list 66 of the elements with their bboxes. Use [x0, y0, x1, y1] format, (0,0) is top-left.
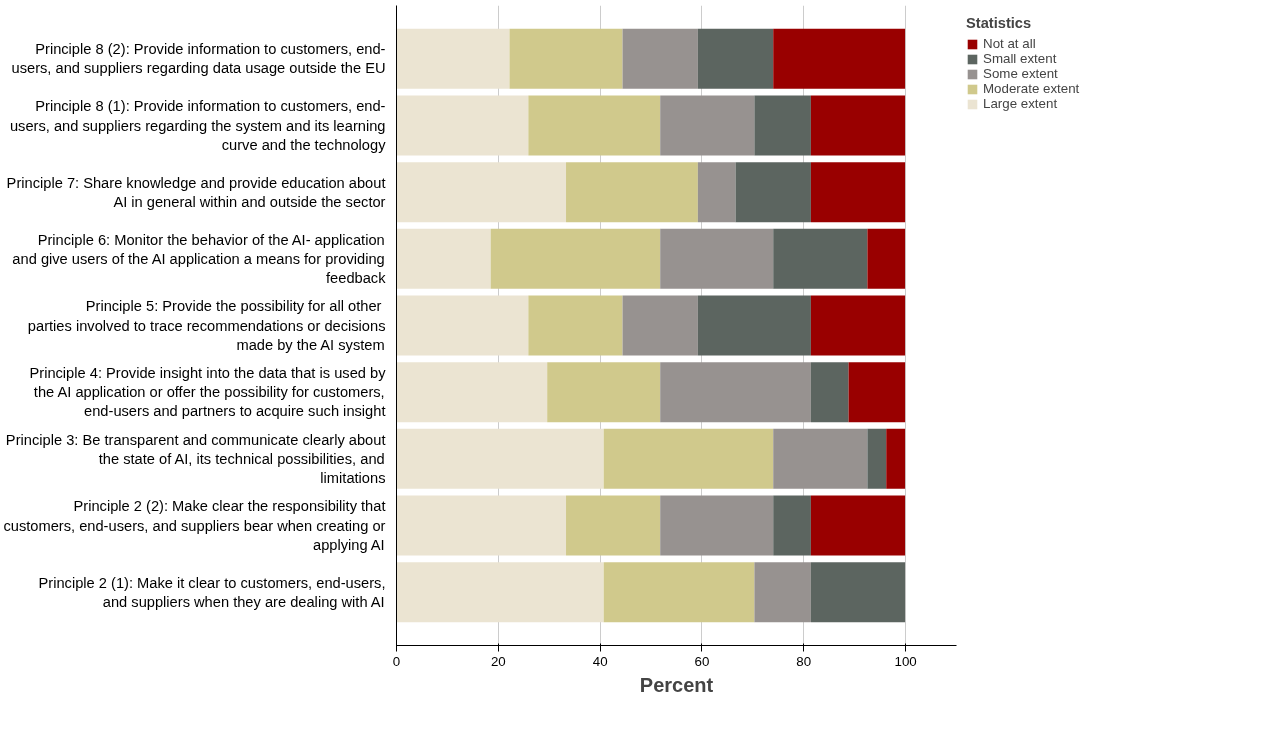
bar: [396, 428, 604, 489]
x-tick-label: 20: [490, 653, 506, 669]
bar: [697, 295, 811, 356]
bar: [810, 362, 849, 423]
x-tick-label: 60: [694, 653, 710, 669]
bar: [566, 495, 661, 556]
bar: [773, 495, 811, 556]
bar: [735, 162, 811, 223]
bar: [867, 428, 887, 489]
legend-label: Not at all: [983, 36, 1036, 51]
bar: [566, 162, 698, 223]
bar: [528, 95, 661, 156]
bar: [660, 95, 755, 156]
bar: [754, 95, 811, 156]
bar: [509, 28, 623, 89]
legend-label: Some extent: [983, 66, 1058, 81]
x-tick-label: 80: [796, 653, 812, 669]
y-tick-label: Principle 8 (1): Provide information to customers, end-users, and suppliers regarding the system and its learning curve and the technology: [9, 98, 387, 153]
bar: [810, 295, 906, 356]
bar: [396, 295, 529, 356]
x-tick-label: 100: [894, 653, 917, 669]
bar: [754, 562, 811, 623]
y-tick-label: Principle 8 (2): Provide information to customers, end-users, and suppliers regarding data usage outside the EU: [11, 41, 386, 77]
bar: [773, 228, 868, 289]
bar: [396, 562, 604, 623]
bar: [773, 428, 868, 489]
bar: [697, 28, 774, 89]
bar: [603, 562, 755, 623]
legend-label: Moderate extent: [983, 81, 1080, 96]
bar: [547, 362, 661, 423]
bar: [867, 228, 906, 289]
bar: [396, 95, 529, 156]
bar: [660, 362, 811, 423]
bar: [396, 495, 567, 556]
y-tick-label: Principle 2 (1): Make it clear to customers, end-users, and suppliers when they are dealing with AI: [38, 574, 386, 610]
bar: [528, 295, 623, 356]
x-tick-label: 0: [392, 653, 401, 669]
bar: [660, 228, 774, 289]
x-tick-label: 40: [592, 653, 608, 669]
bar: [773, 28, 906, 89]
bar: [603, 428, 774, 489]
legend-label: Small extent: [983, 51, 1057, 66]
y-tick-label: Principle 4: Provide insight into the data that is used by the AI application or offer the possibility for customers, end-users and partners to acquire such insight: [29, 364, 387, 420]
y-tick-label: Principle 7: Share knowledge and provide education about AI in general within and outside the sector: [6, 174, 386, 210]
legend-label: Large extent: [983, 96, 1058, 111]
y-tick-label: Principle 5: Provide the possibility for all other parties involved to trace recommendations or decisions made by the AI system: [27, 298, 386, 353]
bar: [396, 162, 567, 223]
y-tick-label: Principle 3: Be transparent and communicate clearly about the state of AI, its technical possibilities, and limitations: [5, 431, 386, 487]
x-axis-title: Percent: [639, 673, 714, 696]
bar: [848, 362, 906, 423]
bar: [810, 162, 906, 223]
bar: [660, 495, 774, 556]
bar: [622, 295, 698, 356]
bar: [810, 562, 906, 623]
y-tick-label: Principle 6: Monitor the behavior of the AI- application and give users of the AI application a means for providing feedback: [12, 231, 387, 287]
bar: [810, 495, 906, 556]
bar: [396, 28, 510, 89]
bar: [396, 362, 548, 423]
y-tick-label: Principle 2 (2): Make clear the responsibility that customers, end-users, and suppliers bear when creating or applying AI: [3, 498, 386, 553]
bar: [697, 162, 736, 223]
bar: [810, 95, 906, 156]
bar: [396, 228, 491, 289]
bar: [886, 428, 906, 489]
bar: [490, 228, 661, 289]
legend-title: Statistics: [966, 15, 1033, 31]
bar: [622, 28, 698, 89]
